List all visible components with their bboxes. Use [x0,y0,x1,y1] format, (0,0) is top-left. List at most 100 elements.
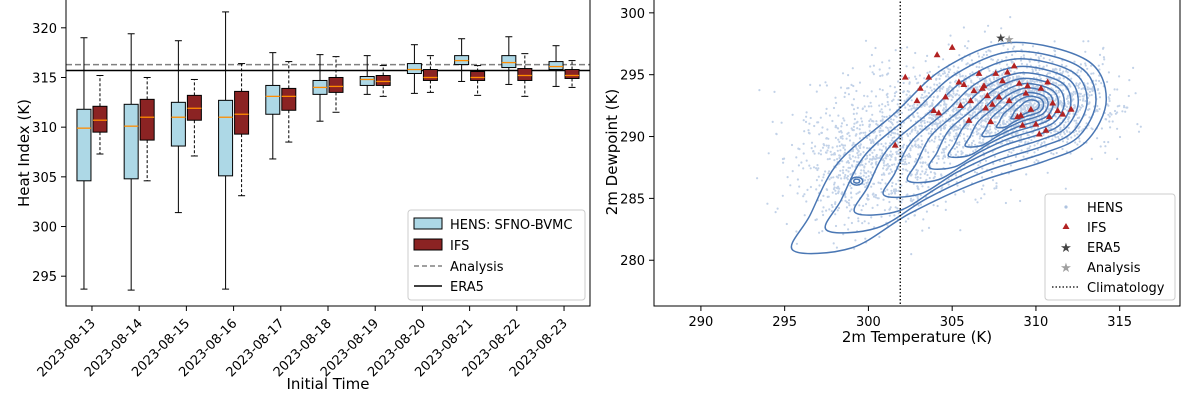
box-ifs [375,74,391,86]
ifs-marker [955,78,963,85]
ifs-marker [957,102,964,109]
y-tick-label: 295 [32,270,57,285]
legend-label-climatology: Climatology [1087,281,1165,296]
box-ifs [281,87,297,111]
ifs-marker [1005,97,1013,104]
ifs-marker [982,104,990,111]
legend-label-analysis: Analysis [450,260,504,275]
box-hens [265,84,281,115]
legend-marker-analysis: ★ [1060,261,1072,276]
ifs-marker [1027,105,1035,112]
ifs-marker [992,69,1000,76]
legend-label-era5: ERA5 [450,280,484,295]
ifs-marker [987,118,995,125]
y-tick-label: 310 [32,121,57,136]
box-ifs [422,69,438,81]
legend-label-ifs: IFS [450,239,469,254]
box-ifs [564,69,580,79]
y-tick-label: 300 [620,7,645,22]
ifs-marker [1024,82,1031,89]
box-ifs [328,76,344,93]
box-ifs [139,98,155,141]
scatter-y-axis-label: 2m Dewpoint (K) [603,89,621,216]
ifs-marker [1014,113,1021,120]
ifs-marker [948,43,956,50]
box-ifs [517,68,533,81]
kde-contour [947,82,1060,159]
y-tick-label: 305 [32,171,57,186]
box-ifs [92,105,108,133]
kde-contour [995,95,1045,129]
boxplot-x-axis-label: Initial Time [287,375,370,393]
kde-contour [964,87,1054,148]
x-tick-label: 295 [772,315,797,330]
ifs-marker [1042,126,1050,133]
ifs-marker [925,73,933,80]
ifs-marker [1032,120,1040,127]
kde-contour [790,41,1108,255]
boxplot-legend: HENS: SFNO-BVMC IFS Analysis ERA5 [407,209,586,301]
ifs-marker [916,84,924,91]
kde-contour-secondary-peak [852,178,861,184]
ifs-marker [1022,89,1030,96]
ifs-marker [1059,110,1067,117]
x-tick-label: 300 [856,315,881,330]
box-hens [406,63,422,75]
box-ifs [234,90,250,135]
y-tick-label: 285 [620,192,645,207]
scatter-axes-frame [653,0,1181,307]
y-tick-label: 290 [620,131,645,146]
ifs-marker [975,69,983,76]
legend-marker-hens [1064,205,1068,209]
ifs-marker [1054,106,1062,113]
legend-swatch-hens [413,217,443,230]
ifs-marker [891,141,899,148]
ifs-marker [1067,105,1075,112]
ifs-marker [933,51,941,58]
y-tick-label: 300 [32,221,57,236]
legend-label-era5-scatter: ERA5 [1087,241,1121,256]
x-tick-label: 310 [1024,315,1049,330]
box-ifs [470,71,486,81]
ifs-marker [942,93,949,100]
ifs-marker [965,116,973,123]
box-hens [123,103,139,180]
ifs-marker [988,100,996,107]
ifs-marker [901,73,909,80]
box-hens [548,61,564,71]
x-tick-label: 290 [688,315,713,330]
kde-contour [906,72,1072,184]
legend-marker-ifs [1062,223,1070,229]
ifs-marker [1015,79,1023,86]
legend-marker-era5: ★ [1060,241,1072,256]
ifs-marker [1049,99,1057,106]
ifs-marker [1004,68,1011,75]
analysis-marker: ★ [1004,32,1015,46]
ifs-marker [930,106,938,113]
ifs-marker [1044,78,1052,85]
kde-contour [824,50,1097,234]
x-tick-label: 315 [1107,315,1132,330]
ifs-marker [913,97,921,104]
ifs-marker [978,84,986,91]
box-hens [501,55,517,69]
kde-contour [882,65,1080,199]
ifs-marker [1045,113,1053,120]
kde-contours [790,41,1108,255]
kde-contour [853,58,1088,216]
boxplot-y-axis-label: Heat Index (K) [15,99,33,207]
ifs-marker [1019,121,1026,128]
box-hens [170,101,186,147]
era5-marker: ★ [995,31,1006,45]
ifs-marker [995,93,1003,100]
y-tick-label: 320 [32,22,57,37]
ifs-marker [967,97,975,104]
x-tick-label: 305 [940,315,965,330]
y-tick-label: 295 [620,69,645,84]
legend-label-analysis-scatter: Analysis [1087,261,1141,276]
kde-contour [981,91,1049,138]
legend-label-hens-scatter: HENS [1087,201,1123,216]
scatter-x-axis-label: 2m Temperature (K) [842,328,992,346]
ifs-marker [1010,62,1018,69]
